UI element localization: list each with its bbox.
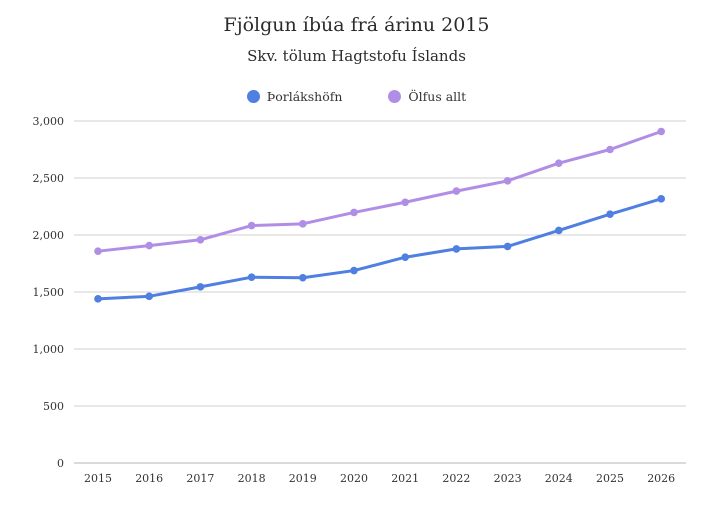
data-point-0-2018 xyxy=(247,273,256,281)
y-tick-label-500: 500 xyxy=(43,400,64,413)
y-tick-label-3000: 3,000 xyxy=(33,115,65,128)
x-tick-label-2022: 2022 xyxy=(442,472,470,485)
data-point-1-2026 xyxy=(657,127,665,136)
legend-item-thorlakshofn: Þorlákshöfn xyxy=(246,89,343,104)
x-tick-label-2018: 2018 xyxy=(238,472,266,485)
x-tick-label-2025: 2025 xyxy=(596,472,624,485)
data-point-0-2022 xyxy=(452,245,461,253)
x-tick-label-2020: 2020 xyxy=(340,472,368,485)
y-tick-label-2500: 2,500 xyxy=(33,172,65,185)
chart-title: Fjölgun íbúa frá árinu 2015 xyxy=(223,14,490,36)
data-point-1-2016 xyxy=(145,241,153,250)
data-point-0-2020 xyxy=(350,266,358,275)
data-point-0-2015 xyxy=(94,295,102,303)
y-tick-label-0: 0 xyxy=(57,457,64,470)
x-tick-label-2026: 2026 xyxy=(647,472,675,485)
legend-label-thorlakshofn: Þorlákshöfn xyxy=(266,89,343,104)
series-line-1 xyxy=(96,129,663,253)
data-point-0-2023 xyxy=(503,242,512,251)
y-tick-label-1500: 1,500 xyxy=(33,286,65,299)
data-point-1-2023 xyxy=(503,177,512,185)
data-point-0-2025 xyxy=(606,210,614,218)
legend: Þorlákshöfn Ölfus allt xyxy=(0,89,713,104)
data-point-1-2019 xyxy=(299,220,307,228)
y-tick-label-1000: 1,000 xyxy=(33,343,65,356)
chart-subtitle: Skv. tölum Hagtstofu Íslands xyxy=(247,47,466,65)
data-point-1-2015 xyxy=(94,247,102,255)
legend-marker-olfus xyxy=(388,90,402,103)
x-tick-label-2017: 2017 xyxy=(186,472,214,485)
data-point-0-2021 xyxy=(401,253,410,262)
x-tick-label-2019: 2019 xyxy=(289,472,317,485)
data-point-0-2026 xyxy=(657,195,665,203)
data-point-1-2022 xyxy=(452,187,461,195)
series-line-0 xyxy=(96,197,663,301)
data-point-1-2025 xyxy=(606,145,614,154)
data-point-1-2024 xyxy=(555,159,563,167)
data-point-1-2021 xyxy=(401,198,410,207)
x-tick-label-2021: 2021 xyxy=(391,472,419,485)
data-point-1-2017 xyxy=(196,235,205,244)
data-point-0-2016 xyxy=(145,292,153,301)
legend-marker-thorlakshofn xyxy=(246,90,260,103)
x-tick-label-2016: 2016 xyxy=(135,472,163,485)
data-point-0-2024 xyxy=(555,226,563,235)
y-tick-label-2000: 2,000 xyxy=(33,229,65,242)
data-point-1-2020 xyxy=(350,208,358,217)
legend-item-olfus: Ölfus allt xyxy=(388,89,466,104)
x-tick-label-2024: 2024 xyxy=(545,472,573,485)
x-tick-label-2015: 2015 xyxy=(84,472,112,485)
legend-label-olfus: Ölfus allt xyxy=(408,89,467,104)
data-point-1-2018 xyxy=(247,221,256,230)
data-point-0-2017 xyxy=(196,283,205,291)
data-point-0-2019 xyxy=(299,273,307,282)
x-tick-label-2023: 2023 xyxy=(494,472,522,485)
